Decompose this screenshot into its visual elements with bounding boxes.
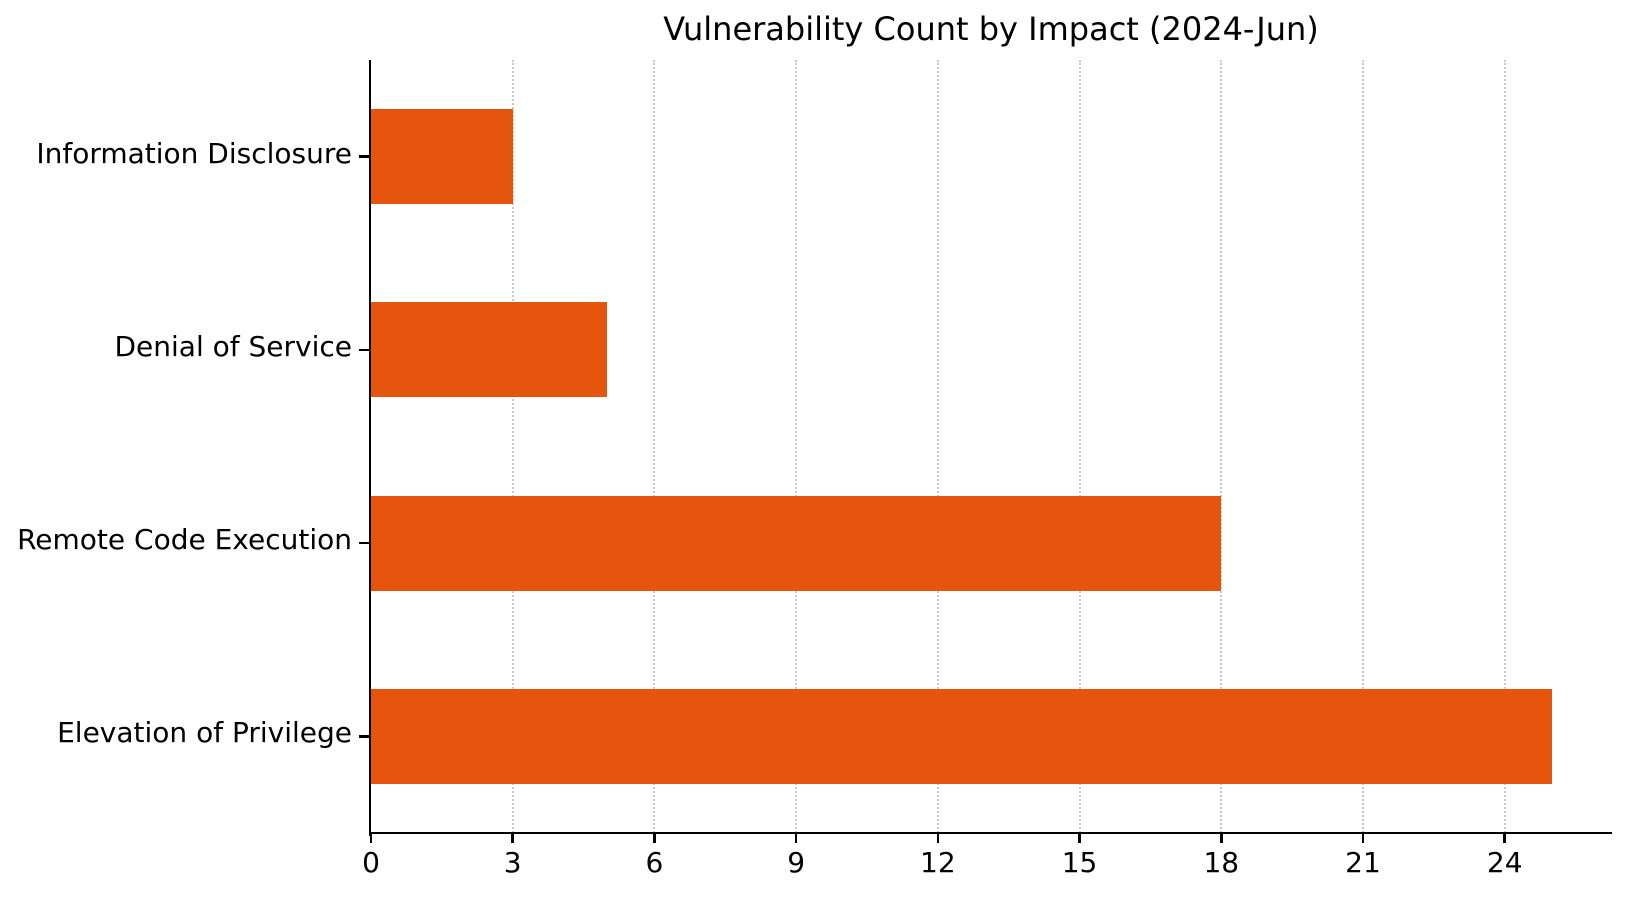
gridline	[653, 60, 656, 833]
x-axis-tick	[1361, 834, 1365, 843]
y-axis-category-label: Remote Code Execution	[17, 523, 352, 557]
x-axis-tick	[1078, 834, 1081, 843]
y-axis-category-label: Denial of Service	[114, 329, 352, 363]
gridline	[936, 60, 939, 833]
plot-area	[371, 60, 1611, 833]
gridline	[511, 60, 514, 833]
x-axis-tick	[511, 834, 514, 843]
x-axis-tick-label: 15	[1061, 846, 1098, 879]
x-axis-tick-label: 24	[1486, 846, 1523, 879]
x-axis-tick	[369, 834, 373, 843]
x-axis-tick	[653, 834, 656, 843]
y-axis-tick	[359, 348, 369, 352]
y-axis-line	[368, 60, 371, 836]
y-axis-tick	[359, 541, 369, 545]
y-axis-category-label: Information Disclosure	[36, 136, 352, 170]
bar	[371, 302, 608, 398]
bar	[371, 109, 513, 205]
y-axis-category-label: Elevation of Privilege	[57, 716, 352, 750]
x-axis-tick	[794, 834, 798, 843]
x-axis-tick-label: 0	[362, 846, 380, 879]
x-axis-tick-label: 12	[920, 846, 956, 879]
gridline	[1503, 60, 1506, 833]
gridline	[795, 60, 798, 833]
x-axis-tick-label: 18	[1203, 846, 1240, 879]
x-axis-tick-label: 6	[645, 846, 664, 879]
gridline	[1220, 60, 1223, 833]
x-axis-line	[368, 831, 1612, 834]
bar	[371, 688, 1552, 784]
gridline	[1078, 60, 1081, 833]
y-axis-tick	[359, 735, 369, 738]
y-axis-tick	[359, 155, 369, 158]
gridline	[1362, 60, 1364, 833]
x-axis-tick-label: 9	[787, 846, 806, 879]
x-axis-tick	[1503, 834, 1506, 843]
x-axis-tick	[936, 834, 940, 843]
x-axis-tick-label: 3	[503, 846, 522, 879]
x-axis-tick-label: 21	[1345, 846, 1381, 879]
x-axis-tick	[1220, 834, 1223, 843]
chart-title: Vulnerability Count by Impact (2024-Jun)	[663, 10, 1319, 48]
bar	[371, 495, 1222, 591]
